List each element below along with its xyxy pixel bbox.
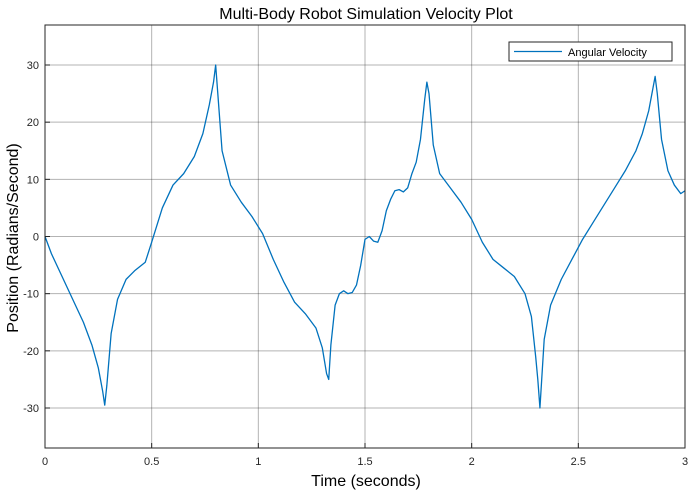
legend-label-angular-velocity: Angular Velocity [568, 47, 647, 59]
x-tick-label: 2 [469, 456, 475, 468]
tick-layer: 0 0.5 1 1.5 2 2.5 3 -30 -20 -10 0 10 20 30 [23, 60, 688, 468]
y-tick-label: 0 [33, 232, 39, 244]
y-tick-label: -10 [23, 289, 39, 301]
x-tick-label: 0 [42, 456, 48, 468]
y-tick-label: 10 [27, 174, 39, 186]
legend-box [508, 41, 673, 62]
y-tick-label: 20 [27, 117, 39, 129]
x-tick-label: 1.5 [357, 456, 372, 468]
x-tick-label: 1 [255, 456, 261, 468]
series-layer [44, 64, 686, 409]
grid-layer [44, 25, 686, 448]
chart-title: Multi-Body Robot Simulation Velocity Plo… [219, 6, 513, 23]
legend: Angular Velocity [508, 41, 673, 62]
y-tick-label: 30 [27, 60, 39, 72]
x-tick-label: 0.5 [144, 456, 159, 468]
x-tick-label: 3 [682, 456, 688, 468]
x-tick-label: 2.5 [571, 456, 586, 468]
series-line-angular-velocity [44, 64, 686, 409]
y-tick-label: -20 [23, 346, 39, 358]
y-tick-label: -30 [23, 403, 39, 415]
x-axis-label: Time (seconds) [311, 473, 421, 490]
y-axis-label: Position (Radians/Second) [5, 143, 22, 332]
